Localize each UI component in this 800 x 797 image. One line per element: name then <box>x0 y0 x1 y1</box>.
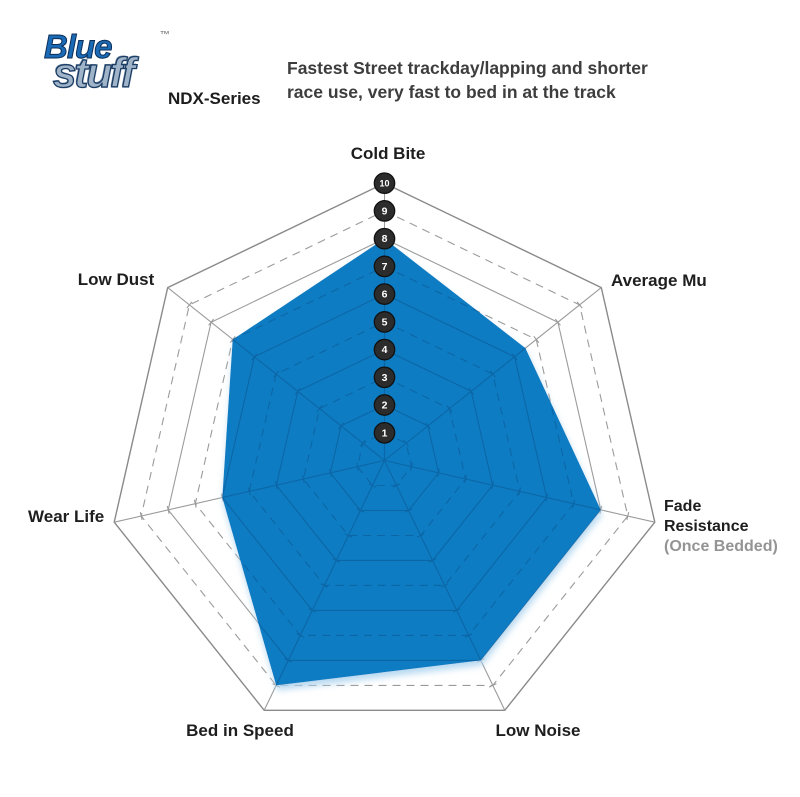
axis-label-low-dust: Low Dust <box>77 270 155 289</box>
scale-circle-5 <box>373 311 396 333</box>
axis-label-wear-life: Wear Life <box>28 507 105 526</box>
scale-circle-3 <box>373 366 396 389</box>
scale-number-4: 4 <box>382 344 388 356</box>
fade-label-line-2: Resistance <box>664 518 749 535</box>
scale-number-3: 3 <box>382 372 388 384</box>
scale-number-5: 5 <box>382 316 388 328</box>
scale-circle-6 <box>373 283 396 305</box>
scale-circle-7 <box>373 255 396 278</box>
scale-number-9: 9 <box>382 205 388 217</box>
scale-number-8: 8 <box>382 233 388 245</box>
description-line-1: Fastest Street trackday/lapping and shor… <box>287 58 648 78</box>
scale-circle-1 <box>373 421 396 444</box>
description-line-2: race use, very fast to bed in at the tra… <box>287 82 616 102</box>
scale-number-10: 10 <box>379 179 389 189</box>
scale-ticks: 1 2 3 4 5 6 7 8 9 10 <box>373 172 396 444</box>
axis-label-fade-resistance: Fade Resistance (Once Bedded) <box>664 497 778 557</box>
product-description: Fastest Street trackday/lapping and shor… <box>287 56 707 104</box>
scale-circle-8 <box>373 227 396 250</box>
fade-label-line-1: Fade <box>664 498 702 515</box>
axis-label-low-noise: Low Noise <box>495 721 581 740</box>
axis-label-cold-bite: Cold Bite <box>350 144 426 163</box>
logo-blue-word: Blue <box>44 28 114 66</box>
axis-label-average-mu: Average Mu <box>611 271 707 290</box>
scale-circle-4 <box>373 338 396 361</box>
scale-number-6: 6 <box>382 289 388 301</box>
axis-label-bed-in-speed: Bed in Speed <box>186 721 294 740</box>
data-polygon <box>222 238 601 686</box>
series-name: NDX-Series <box>168 89 261 108</box>
scale-circle-2 <box>373 394 396 416</box>
fade-label-line-3: (Once Bedded) <box>664 538 778 555</box>
grid-web-over-fill <box>222 238 601 686</box>
scale-number-7: 7 <box>382 261 388 273</box>
bluestuff-logo: Blue ™ stuff NDX-Series <box>40 28 280 116</box>
trademark-symbol: ™ <box>160 30 170 41</box>
scale-circle-9 <box>373 200 396 222</box>
scale-number-1: 1 <box>382 427 388 439</box>
scale-number-2: 2 <box>382 400 388 412</box>
logo-stuff-word: stuff <box>52 48 136 96</box>
scale-circle-10 <box>373 172 396 195</box>
